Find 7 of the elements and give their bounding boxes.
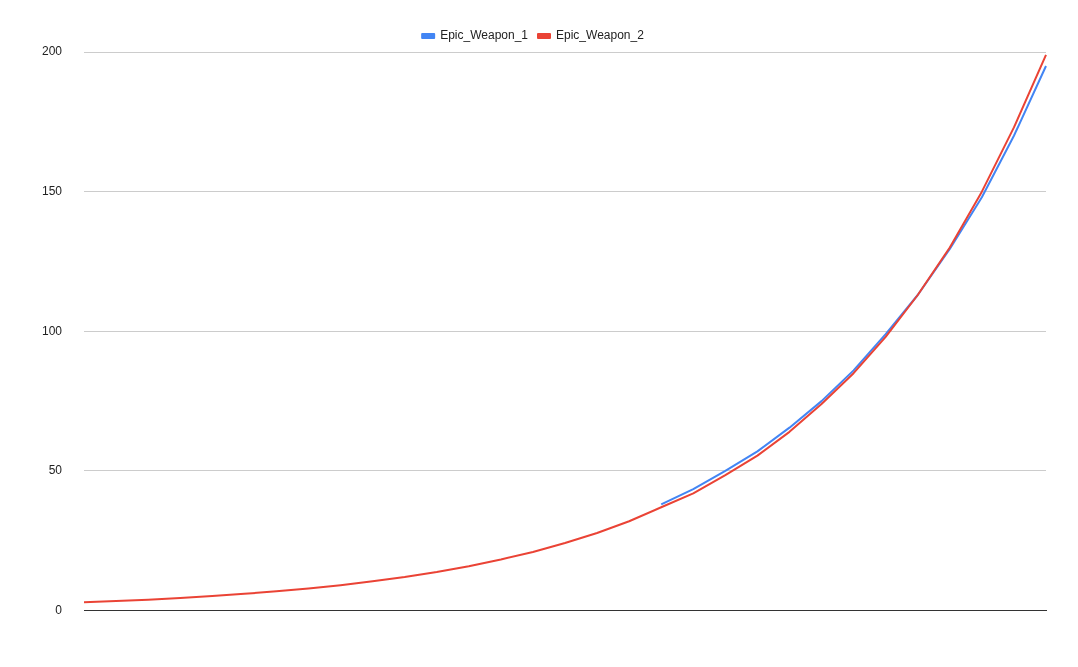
y-tick-label: 0 — [55, 602, 63, 617]
y-tick-label: 200 — [41, 44, 63, 59]
legend-label: Epic_Weapon_1 — [440, 28, 529, 43]
legend-label: Epic_Weapon_2 — [556, 28, 645, 43]
y-tick-label: 150 — [41, 183, 63, 198]
y-tick-label: 100 — [41, 323, 63, 338]
y-tick-label: 50 — [48, 463, 63, 478]
